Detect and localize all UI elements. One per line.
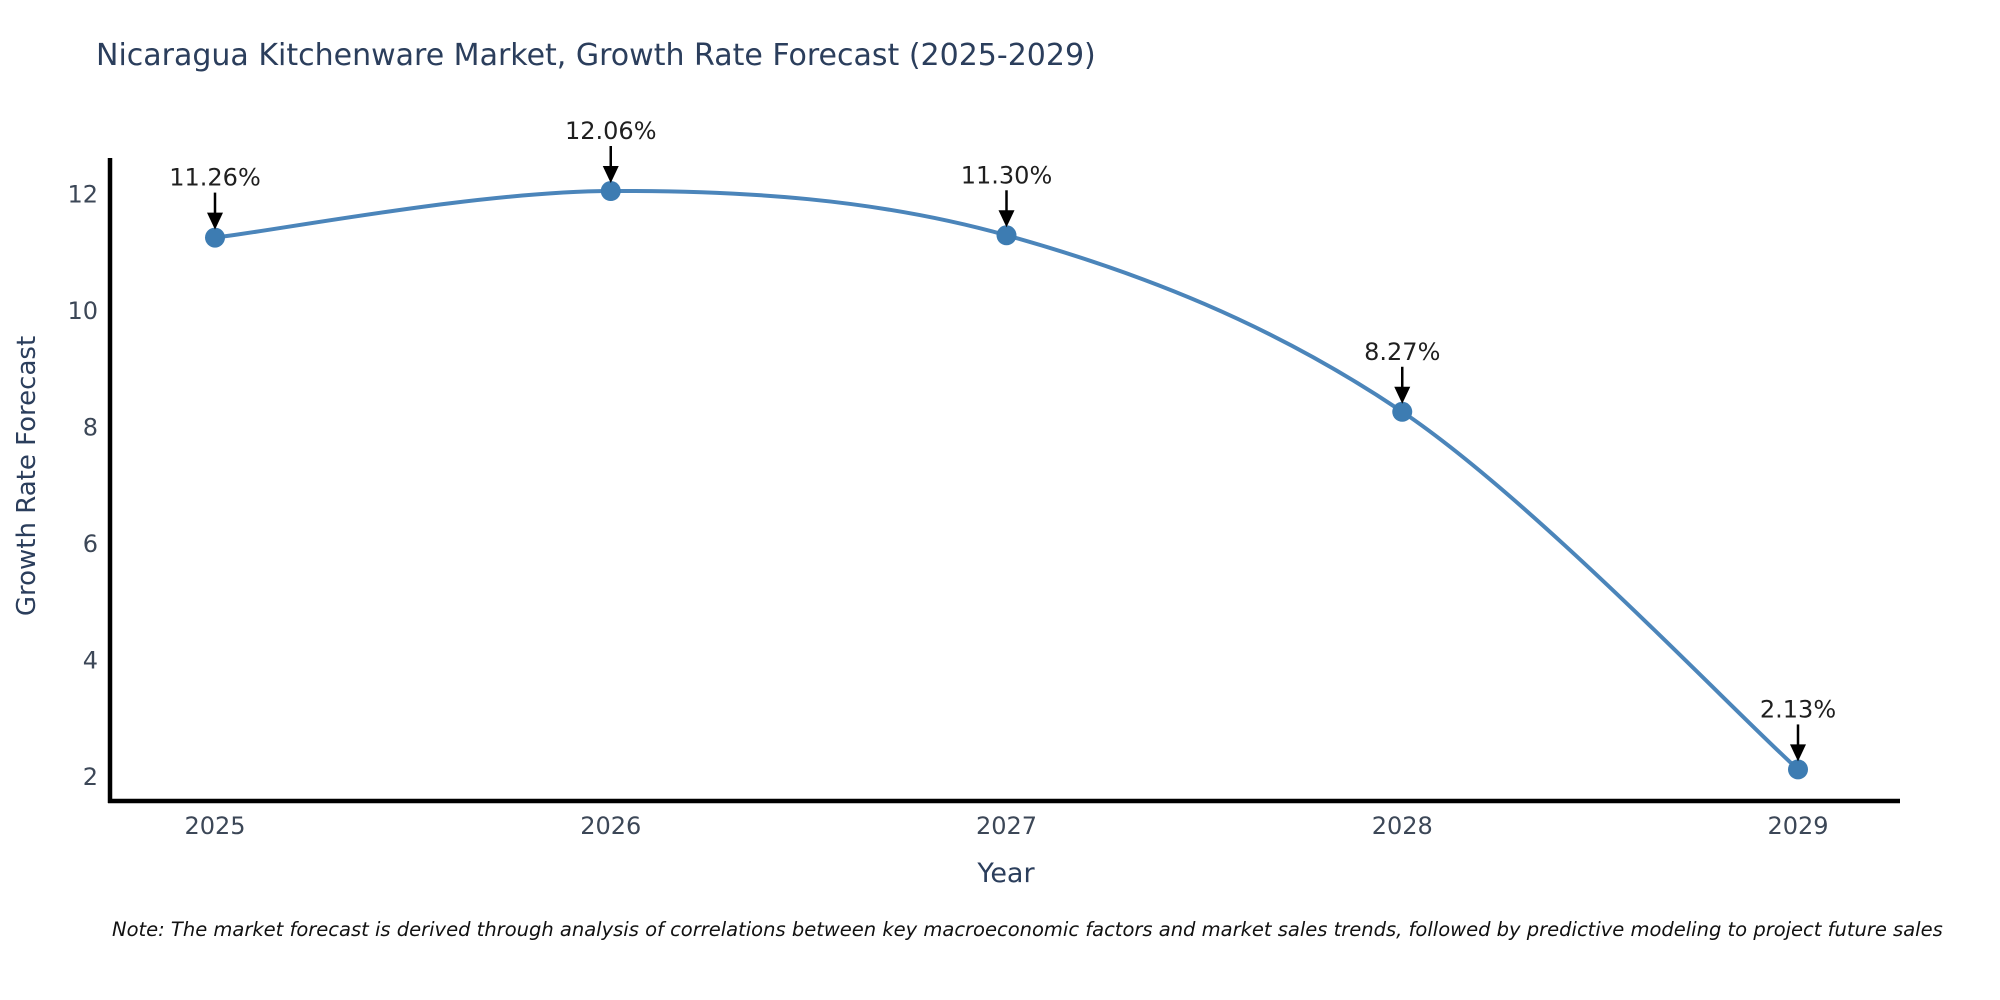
point-annotation: 11.26% (169, 164, 261, 192)
y-tick-label: 4 (83, 647, 98, 675)
y-tick-label: 12 (67, 181, 98, 209)
annotation-arrowhead (602, 166, 619, 184)
annotation-arrowhead (1790, 744, 1806, 762)
x-axis-title: Year (977, 858, 1035, 889)
data-point-2025 (205, 227, 225, 248)
data-point-2027 (996, 225, 1017, 246)
point-annotation: 2.13% (1760, 695, 1836, 723)
data-point-2028 (1392, 401, 1413, 422)
point-annotation: 8.27% (1364, 338, 1440, 366)
x-tick-label: 2025 (184, 812, 245, 840)
x-tick-label: 2029 (1767, 812, 1828, 840)
data-point-2029 (1788, 759, 1808, 780)
x-tick-label: 2026 (580, 812, 641, 840)
trend-line (213, 189, 1800, 772)
footnote: Note: The market forecast is derived thr… (112, 918, 1943, 941)
y-tick-label: 2 (83, 763, 98, 791)
annotation-arrowhead (207, 212, 223, 230)
x-tick-label: 2027 (976, 812, 1037, 840)
y-tick-label: 10 (67, 297, 98, 325)
annotation-arrowhead (998, 210, 1015, 228)
x-tick-label: 2028 (1372, 812, 1433, 840)
point-annotation: 11.30% (961, 161, 1053, 189)
y-tick-label: 8 (83, 414, 98, 442)
point-annotation: 12.06% (565, 117, 657, 145)
data-point-2026 (600, 181, 621, 202)
chart-title: Nicaragua Kitchenware Market, Growth Rat… (96, 38, 1096, 73)
annotation-arrowhead (1394, 386, 1411, 404)
y-tick-label: 6 (83, 530, 98, 558)
